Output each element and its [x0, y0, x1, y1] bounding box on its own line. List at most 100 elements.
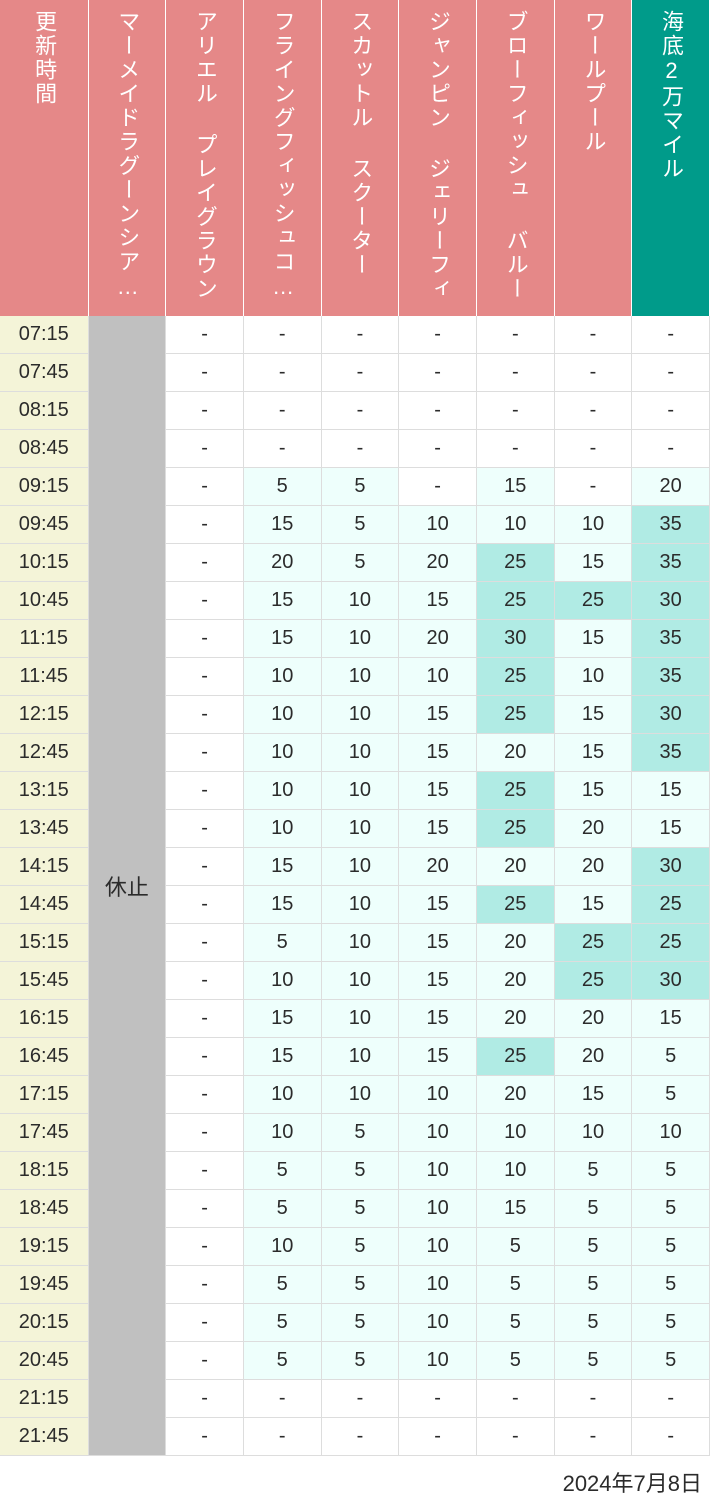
wait-cell: 15: [399, 886, 477, 924]
wait-cell: -: [166, 1038, 244, 1076]
wait-cell: 20: [476, 962, 554, 1000]
wait-cell: -: [166, 468, 244, 506]
wait-cell: 5: [632, 1152, 710, 1190]
wait-cell: 15: [243, 506, 321, 544]
wait-cell: -: [166, 1380, 244, 1418]
wait-cell: 5: [243, 1266, 321, 1304]
wait-cell: -: [476, 392, 554, 430]
column-header-0: 更新時間: [0, 0, 88, 316]
wait-cell: 10: [321, 1000, 399, 1038]
wait-cell: 20: [243, 544, 321, 582]
wait-cell: 10: [554, 658, 632, 696]
wait-cell: -: [554, 316, 632, 354]
wait-cell: 35: [632, 658, 710, 696]
wait-cell: -: [554, 392, 632, 430]
wait-cell: -: [243, 1418, 321, 1456]
wait-cell: 15: [243, 620, 321, 658]
time-cell: 11:45: [0, 658, 88, 696]
wait-cell: 10: [321, 696, 399, 734]
wait-cell: 5: [321, 1114, 399, 1152]
wait-cell: 10: [476, 506, 554, 544]
wait-cell: 10: [399, 1190, 477, 1228]
time-cell: 07:15: [0, 316, 88, 354]
wait-cell: 35: [632, 734, 710, 772]
wait-cell: -: [166, 1076, 244, 1114]
wait-cell: 10: [399, 1342, 477, 1380]
column-header-label: 更新時間: [28, 10, 59, 106]
wait-cell: -: [399, 316, 477, 354]
column-header-label: ワールプール: [578, 10, 609, 154]
wait-cell: 15: [399, 734, 477, 772]
column-header-1: マーメイドラグーンシア…: [88, 0, 166, 316]
wait-cell: -: [399, 392, 477, 430]
wait-cell: 15: [243, 1000, 321, 1038]
time-cell: 12:15: [0, 696, 88, 734]
wait-cell: 10: [399, 658, 477, 696]
wait-cell: 5: [632, 1038, 710, 1076]
time-cell: 11:15: [0, 620, 88, 658]
wait-cell: 15: [243, 848, 321, 886]
wait-cell: 10: [321, 772, 399, 810]
wait-cell: -: [166, 734, 244, 772]
wait-cell: 10: [321, 962, 399, 1000]
wait-cell: 5: [243, 1152, 321, 1190]
wait-cell: 35: [632, 620, 710, 658]
date-footer: 2024年7月8日: [0, 1456, 710, 1508]
wait-cell: 5: [243, 468, 321, 506]
wait-cell: 5: [476, 1304, 554, 1342]
wait-cell: -: [632, 1418, 710, 1456]
time-cell: 14:15: [0, 848, 88, 886]
wait-cell: -: [166, 430, 244, 468]
wait-cell: 10: [321, 582, 399, 620]
wait-cell: 30: [476, 620, 554, 658]
wait-cell: 5: [554, 1304, 632, 1342]
wait-cell: 10: [554, 1114, 632, 1152]
wait-cell: -: [632, 354, 710, 392]
wait-cell: -: [166, 544, 244, 582]
time-cell: 07:45: [0, 354, 88, 392]
wait-cell: -: [166, 1114, 244, 1152]
wait-cell: 10: [321, 924, 399, 962]
time-cell: 13:45: [0, 810, 88, 848]
wait-cell: 5: [243, 1342, 321, 1380]
wait-cell: 30: [632, 962, 710, 1000]
wait-cell: -: [166, 658, 244, 696]
wait-cell: 15: [399, 1000, 477, 1038]
column-header-label: アリエル プレイグラウンド: [189, 10, 220, 300]
wait-cell: -: [243, 1380, 321, 1418]
closed-cell: 休止: [88, 316, 166, 1456]
wait-cell: 5: [632, 1228, 710, 1266]
wait-cell: 25: [554, 924, 632, 962]
wait-times-table: 更新時間マーメイドラグーンシア…アリエル プレイグラウンドフライングフィッシュコ…: [0, 0, 710, 1456]
wait-cell: 5: [476, 1342, 554, 1380]
wait-cell: 5: [321, 1266, 399, 1304]
time-cell: 17:45: [0, 1114, 88, 1152]
wait-cell: -: [166, 1190, 244, 1228]
wait-cell: 10: [243, 962, 321, 1000]
wait-cell: 20: [554, 1000, 632, 1038]
wait-cell: 5: [321, 544, 399, 582]
wait-cell: -: [321, 1418, 399, 1456]
wait-cell: 10: [476, 1114, 554, 1152]
wait-cell: 30: [632, 696, 710, 734]
wait-cell: 25: [476, 658, 554, 696]
wait-cell: 15: [632, 810, 710, 848]
wait-cell: 15: [243, 582, 321, 620]
wait-cell: 10: [321, 1038, 399, 1076]
wait-cell: -: [166, 886, 244, 924]
wait-cell: 10: [632, 1114, 710, 1152]
wait-cell: 5: [632, 1076, 710, 1114]
wait-times-table-container: 更新時間マーメイドラグーンシア…アリエル プレイグラウンドフライングフィッシュコ…: [0, 0, 710, 1456]
wait-cell: -: [321, 354, 399, 392]
wait-cell: 20: [554, 810, 632, 848]
wait-cell: -: [554, 354, 632, 392]
wait-cell: 15: [399, 1038, 477, 1076]
wait-cell: 10: [321, 734, 399, 772]
wait-cell: 5: [554, 1266, 632, 1304]
column-header-8: 海底2万マイル: [632, 0, 710, 316]
wait-cell: 10: [399, 1304, 477, 1342]
time-cell: 19:45: [0, 1266, 88, 1304]
wait-cell: -: [554, 1418, 632, 1456]
wait-cell: 15: [399, 772, 477, 810]
wait-cell: -: [166, 772, 244, 810]
